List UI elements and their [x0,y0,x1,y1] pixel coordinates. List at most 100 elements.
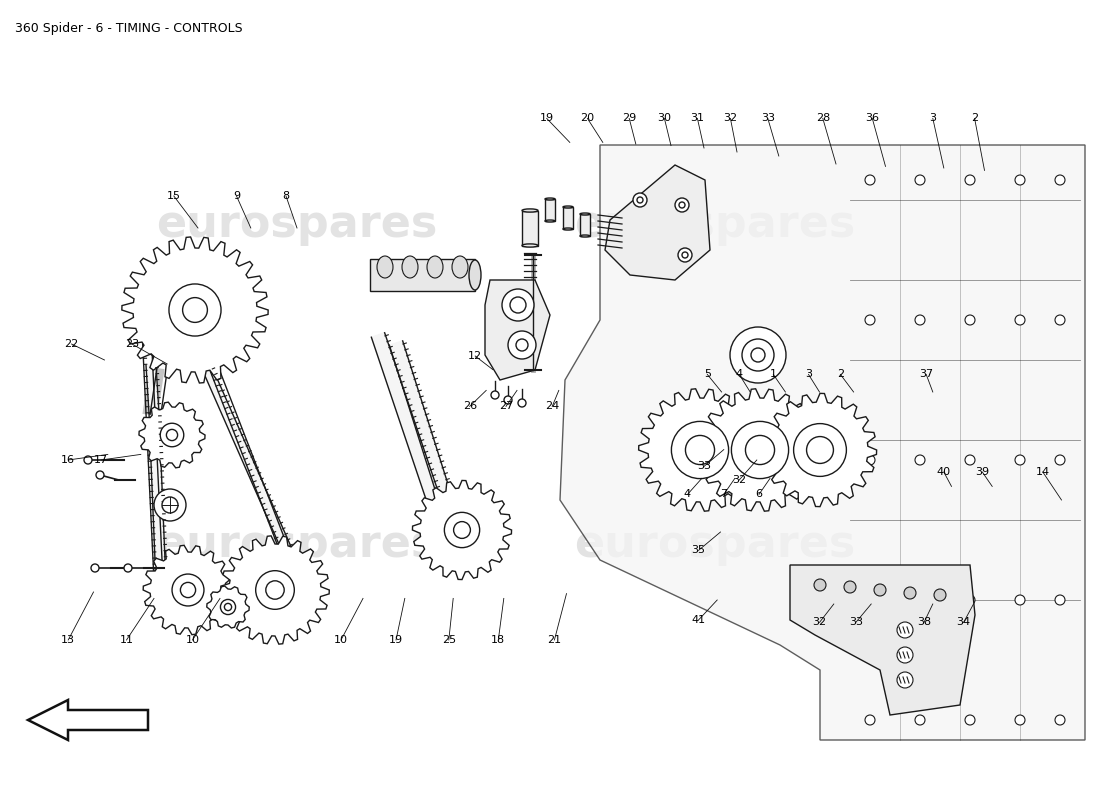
Circle shape [453,522,471,538]
Text: 37: 37 [920,370,933,379]
Text: eurospares: eurospares [156,522,438,566]
Ellipse shape [563,228,573,230]
Text: 12: 12 [469,351,482,361]
Text: 18: 18 [492,635,505,645]
Circle shape [865,455,874,465]
Text: 33: 33 [761,114,774,123]
Polygon shape [412,481,512,579]
Text: 35: 35 [692,546,705,555]
Polygon shape [202,366,292,552]
Circle shape [224,603,232,610]
Circle shape [1015,715,1025,725]
Circle shape [502,289,534,321]
Circle shape [865,175,874,185]
Text: 34: 34 [957,618,970,627]
Polygon shape [28,700,148,740]
Polygon shape [560,145,1085,740]
Text: 26: 26 [463,402,476,411]
Text: 38: 38 [917,618,931,627]
Text: 30: 30 [658,114,671,123]
Circle shape [874,584,886,596]
Circle shape [965,715,975,725]
Bar [580,214,590,236]
Circle shape [806,437,834,463]
Polygon shape [698,389,822,511]
Text: 3: 3 [805,370,812,379]
Ellipse shape [377,256,393,278]
Polygon shape [763,394,877,506]
Circle shape [172,574,204,606]
Circle shape [161,423,184,446]
Text: 28: 28 [816,114,829,123]
Circle shape [637,197,644,203]
Text: 5: 5 [704,370,711,379]
Text: 31: 31 [691,114,704,123]
Text: 9: 9 [233,191,240,201]
Text: 29: 29 [623,114,636,123]
Bar [544,199,556,221]
Circle shape [154,489,186,521]
Circle shape [934,589,946,601]
Circle shape [965,455,975,465]
Circle shape [751,348,764,362]
Circle shape [180,582,196,598]
Text: 6: 6 [756,490,762,499]
Text: 25: 25 [442,635,455,645]
Circle shape [220,599,235,614]
Circle shape [865,595,874,605]
Circle shape [915,595,925,605]
Circle shape [749,440,770,460]
Circle shape [742,339,774,371]
Circle shape [255,570,295,610]
Polygon shape [790,565,975,715]
Circle shape [1055,175,1065,185]
Polygon shape [146,365,160,414]
Text: eurospares: eurospares [156,202,438,246]
Circle shape [896,672,913,688]
Text: 16: 16 [62,455,75,465]
Circle shape [679,202,685,208]
Circle shape [516,339,528,351]
Text: 23: 23 [125,339,139,349]
Circle shape [730,327,786,383]
Circle shape [896,622,913,638]
Circle shape [678,248,692,262]
Circle shape [1015,175,1025,185]
Circle shape [1055,715,1065,725]
Circle shape [915,455,925,465]
Text: eurospares: eurospares [574,202,856,246]
Circle shape [124,564,132,572]
Text: 40: 40 [937,467,950,477]
Polygon shape [372,333,443,512]
Text: 24: 24 [546,402,559,411]
Bar [370,259,475,291]
Text: 13: 13 [62,635,75,645]
Polygon shape [122,237,268,383]
Circle shape [162,497,178,513]
Text: 1: 1 [770,370,777,379]
Circle shape [679,428,722,472]
Circle shape [84,456,92,464]
Ellipse shape [580,213,590,215]
Polygon shape [207,586,250,628]
Polygon shape [148,413,165,560]
Text: 19: 19 [389,635,403,645]
Circle shape [738,428,782,472]
Circle shape [518,399,526,407]
Polygon shape [639,389,761,511]
Ellipse shape [522,244,538,247]
Circle shape [814,579,826,591]
Text: 4: 4 [736,370,743,379]
Circle shape [1015,315,1025,325]
Circle shape [685,435,715,465]
Circle shape [690,440,711,460]
Text: 3: 3 [930,114,936,123]
Text: 2: 2 [971,114,978,123]
Text: 2: 2 [837,370,844,379]
Text: 39: 39 [976,467,989,477]
Circle shape [508,331,536,359]
Circle shape [1055,315,1065,325]
Circle shape [510,297,526,313]
Ellipse shape [580,235,590,237]
Ellipse shape [544,198,556,200]
